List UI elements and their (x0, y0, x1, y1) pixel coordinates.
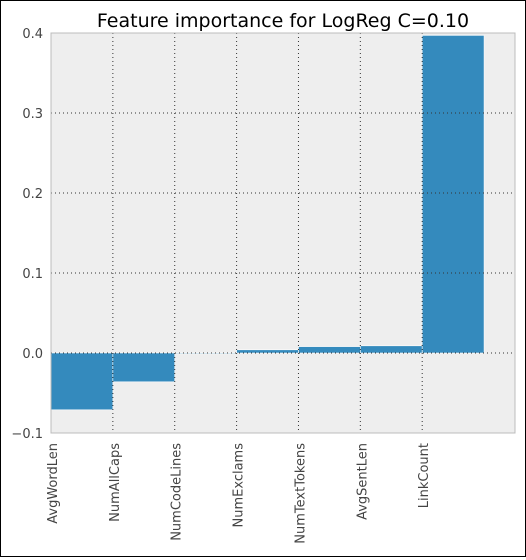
x-tick-label: AvgWordLen (46, 443, 61, 524)
bar-linkcount (422, 35, 484, 353)
x-tick-label: NumTextTokens (293, 443, 308, 544)
x-tick-label: LinkCount (417, 443, 432, 508)
bar-numallcaps (113, 353, 175, 382)
bar-numtexttokens (298, 347, 360, 353)
x-tick-label: NumCodeLines (170, 443, 185, 541)
chart-title: Feature importance for LogReg C=0.10 (97, 10, 469, 32)
y-tick-label: 0.0 (22, 347, 43, 362)
y-tick-label: 0.2 (22, 187, 43, 202)
y-tick-label: −0.1 (11, 427, 43, 442)
y-tick-label: 0.4 (22, 27, 43, 42)
y-tick-label: 0.1 (22, 267, 43, 282)
bar-avgwordlen (51, 353, 113, 410)
x-tick-label: NumAllCaps (108, 443, 123, 522)
x-tick-label: NumExclams (232, 443, 247, 528)
bar-avgsentlen (360, 346, 422, 353)
plot-area: −0.1 0.0 0.1 0.2 0.3 0.4 AvgWordLen NumAllCaps N… (11, 27, 515, 544)
y-tick-label: 0.3 (22, 107, 43, 122)
x-tick-label: AvgSentLen (355, 443, 370, 520)
